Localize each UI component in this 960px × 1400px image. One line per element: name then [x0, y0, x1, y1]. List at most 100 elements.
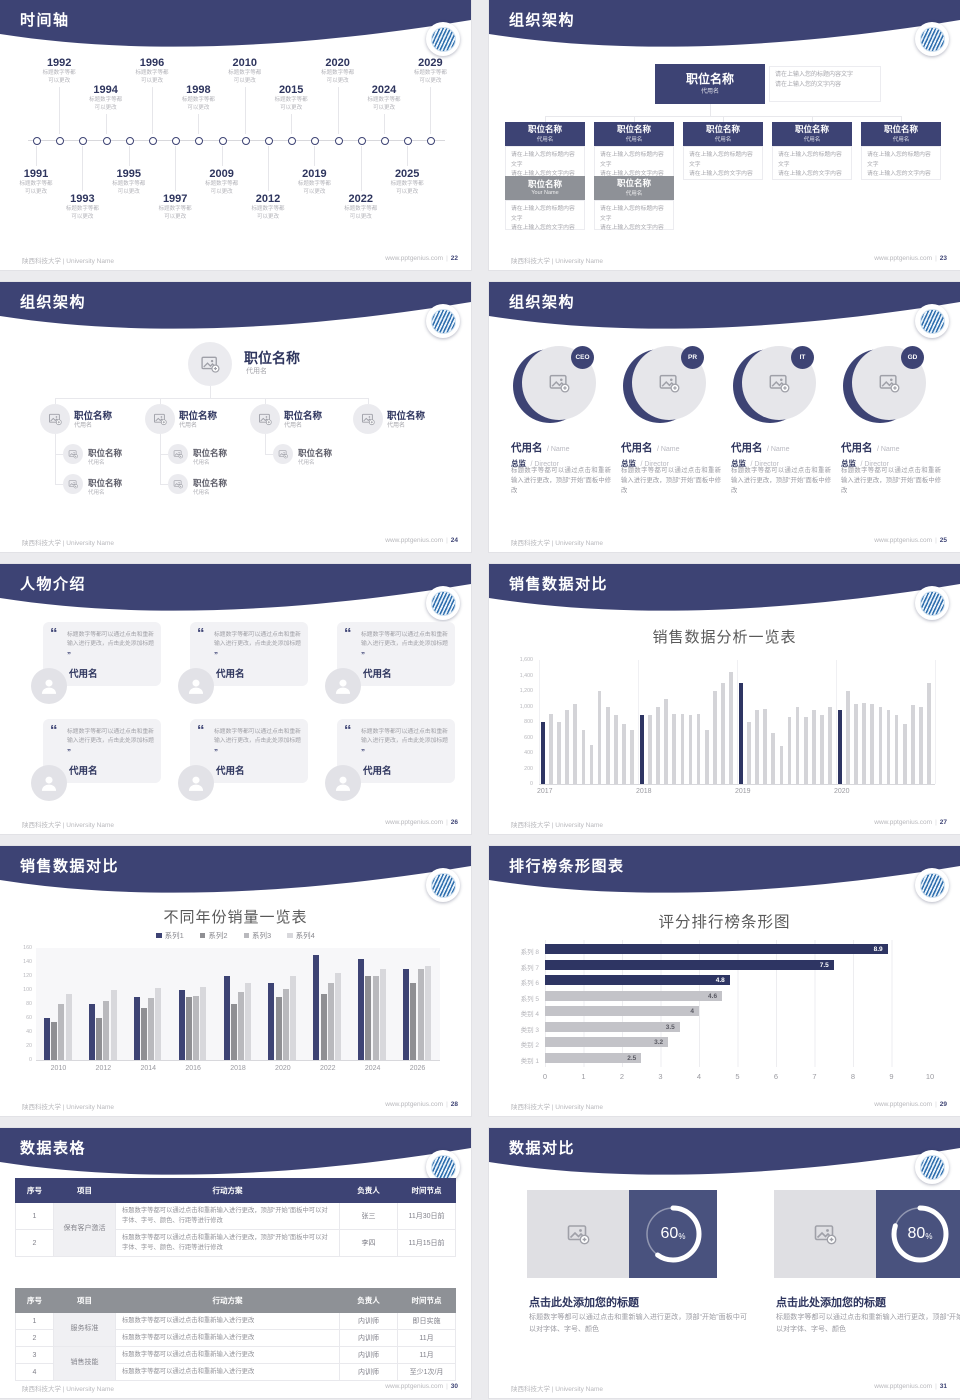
desc-box: 请在上输入您的标题内容文字 请在上输入您的文字内容	[772, 146, 852, 180]
cell-group: 服务标准	[53, 1311, 116, 1348]
cell-time: 11月30日前	[397, 1201, 456, 1231]
position-box: 职位名称 代用名	[861, 122, 941, 146]
university-logo-icon	[915, 868, 949, 902]
globe-icon	[919, 26, 945, 52]
gridline	[935, 660, 936, 784]
bar	[557, 722, 561, 784]
timeline-caption: 标题数字等都 可以更改	[390, 181, 424, 195]
table-row: 3 销售技能 标题数字等都可以通过点击和重新输入进行更改 内训师 11月	[15, 1346, 456, 1382]
bar	[581, 729, 586, 785]
position-box: 职位名称 代用名	[505, 122, 585, 146]
timeline-item: 2025 标题数字等都 可以更改	[379, 168, 435, 196]
connector-line	[55, 434, 56, 484]
profile-name: 代用名 / Name	[841, 442, 900, 454]
slide-ranking-hbar-chart[interactable]: 排行榜条形图表 评分排行榜条形图 系列 8 8.9 系列 7 7.5 系列 6 4.8 系列 …	[489, 846, 960, 1116]
percent-sign: %	[925, 1232, 933, 1241]
slide-title: 排行榜条形图表	[509, 858, 625, 875]
slide-header: 数据表格	[0, 1128, 471, 1186]
slide-content: “ 标题数字等都可以通过点击和重新输入进行更改，点击此处添加标题 ” 代用名 “ 标题数…	[0, 564, 471, 834]
slide-data-tables[interactable]: 数据表格 序号 项目 行动方案 负责人 时间节点 1 保有客户激活 标题数字等都可以通过点击和…	[0, 1128, 471, 1398]
connector-line	[634, 116, 635, 122]
quote-text: 标题数字等都可以通过点击和重新输入进行更改，点击此处添加标题 ”	[67, 729, 154, 757]
slide-title: 数据对比	[509, 1140, 576, 1157]
connector-line	[265, 398, 266, 404]
connector-line	[160, 398, 161, 404]
timeline-dot	[357, 136, 366, 145]
percent-panel: 60%	[629, 1190, 717, 1278]
bar	[545, 959, 834, 970]
connector-line	[545, 116, 546, 122]
percent-panel: 80%	[876, 1190, 960, 1278]
timeline-year: 1994	[93, 84, 118, 96]
photo-circle	[188, 342, 232, 386]
position-title: 职位名称	[685, 71, 734, 86]
timeline-dot	[218, 136, 227, 145]
cell-owner: 内训师	[339, 1363, 398, 1382]
slide-timeline[interactable]: 时间轴 1992 标题数字等都 可以更改 1994 标题数字等都 可以更改 1996 标题数字…	[0, 0, 471, 270]
timeline-caption: 标题数字等都 可以更改	[89, 97, 123, 111]
profile-name: 代用名 / Name	[731, 442, 790, 454]
image-placeholder-icon	[258, 413, 272, 426]
subnode-title: 职位名称	[193, 448, 228, 458]
root-alias: 代用名	[246, 368, 267, 375]
avatar	[31, 765, 67, 801]
globe-icon	[430, 590, 456, 616]
desc-box: 请在上输入您的标题内容文字 请在上输入您的文字内容	[683, 146, 763, 180]
footer-site: www.pptgenius.com | 30	[385, 1383, 458, 1390]
bar	[358, 958, 365, 1060]
y-axis-label: 160	[23, 945, 32, 951]
header-wave	[0, 282, 471, 340]
connector-line	[160, 454, 168, 455]
slide-people-intro[interactable]: 人物介绍 “ 标题数字等都可以通过点击和重新输入进行更改，点击此处添加标题 ” 代用…	[0, 564, 471, 834]
bar	[320, 993, 327, 1060]
timeline-connector	[337, 87, 339, 134]
slide-sales-bar-chart[interactable]: 销售数据对比 销售数据分析一览表 1,600 1,400 1,200 1,000 800 6…	[489, 564, 960, 834]
timeline-item: 1998 标题数字等都 可以更改	[170, 84, 226, 112]
x-axis-label: 2020	[275, 1065, 291, 1072]
table-header-cell: 项目	[53, 1288, 116, 1313]
bar	[927, 683, 931, 785]
desc-box: 请在上输入您的标题内容文字 请在上输入您的文字内容	[594, 200, 674, 231]
slide-grouped-bar-chart[interactable]: 销售数据对比 不同年份销量一览表 系列1 系列2 系列3 系列4 160 140 120 100…	[0, 846, 471, 1116]
image-placeholder-icon	[567, 1225, 590, 1245]
slide-header: 人物介绍	[0, 564, 471, 622]
data-table: 序号 项目 行动方案 负责人 时间节点 1 保有客户激活 标题数字等都可以通过点击和重新输入进…	[15, 1178, 456, 1258]
bar	[327, 983, 334, 1060]
image-placeholder-icon	[68, 480, 78, 489]
quote-open-icon: “	[197, 625, 205, 642]
slide-footer: 陕西科技大学 | University Name www.pptgenius.co…	[511, 255, 947, 265]
table-row: 2 标题数字等都可以通过点击和重新输入进行更改，顶部“开始”面板中可以对字体、字号…	[15, 1229, 456, 1258]
page-number: 30	[450, 1383, 458, 1390]
slide-org-chart-boxes[interactable]: 组织架构 职位名称 代用名 请在上输入您的标题内容文字 请在上输入您的文字内容 职位名称…	[489, 0, 960, 270]
y-axis-label: 80	[26, 1001, 32, 1007]
x-axis-label: 2019	[735, 788, 751, 795]
timeline-dot	[102, 136, 111, 145]
bar	[545, 990, 723, 1001]
globe-icon	[919, 590, 945, 616]
profile-name: 代用名 / Name	[621, 442, 680, 454]
bar	[854, 704, 858, 784]
timeline-caption: 标题数字等都 可以更改	[158, 206, 192, 220]
bar	[545, 1021, 680, 1032]
timeline-connector	[82, 146, 84, 191]
slide-org-profiles[interactable]: 组织架构 CEO 代用名 / Name 总监 / Director 标题数字等都可以通…	[489, 282, 960, 552]
quote-text: 标题数字等都可以通过点击和重新输入进行更改，点击此处添加标题 ”	[361, 632, 448, 660]
timeline-item: 2024 标题数字等都 可以更改	[356, 84, 412, 112]
slide-title: 时间轴	[20, 12, 70, 29]
bar	[223, 976, 230, 1060]
timeline-connector	[314, 146, 316, 166]
timeline-connector	[221, 146, 223, 166]
timeline-connector	[59, 87, 61, 134]
timeline-year: 1997	[162, 193, 188, 205]
connector-line	[210, 386, 211, 398]
position-title: 职位名称	[616, 178, 651, 189]
bar	[664, 698, 669, 785]
header-wave	[0, 846, 471, 904]
y-axis-label: 0	[530, 781, 533, 787]
slide-data-compare[interactable]: 数据对比 60% 点击此处添加您的标题 标题数字等都可以通过点击和重新输入进行更改，…	[489, 1128, 960, 1398]
position-title: 职位名称	[527, 179, 562, 190]
bar	[379, 969, 386, 1060]
y-axis-label: 1,600	[519, 657, 533, 663]
slide-org-chart-tree[interactable]: 组织架构 职位名称 代用名 职位名称 代用名 职位名称 代用名 职位名称 代用名 职位名称 代用名…	[0, 282, 471, 552]
x-axis-label: 2022	[319, 1065, 336, 1072]
